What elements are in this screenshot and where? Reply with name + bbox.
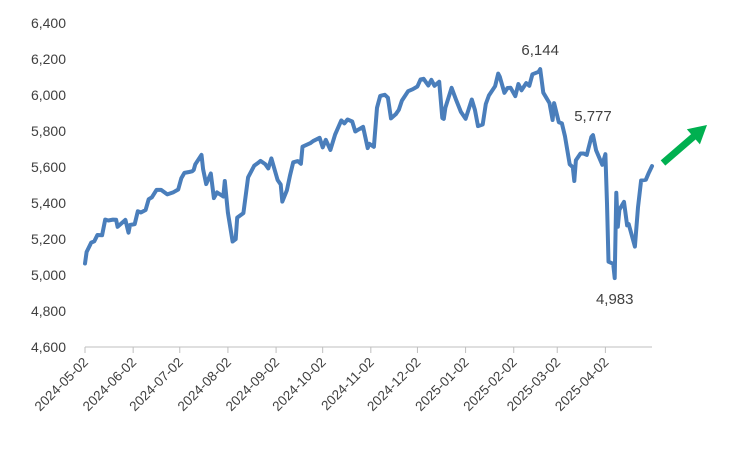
y-tick-label: 5,800 xyxy=(31,123,66,139)
annotation-label: 5,777 xyxy=(574,108,612,125)
y-axis-ticks: 4,600 4,800 5,000 5,200 5,400 5,600 5,800 6,000… xyxy=(31,15,66,355)
y-tick-label: 4,600 xyxy=(31,339,66,355)
y-tick-label: 5,600 xyxy=(31,159,66,175)
x-axis-ticks: 2024-05-022024-06-022024-07-022024-08-02… xyxy=(32,347,612,414)
y-tick-label: 5,400 xyxy=(31,195,66,211)
series-layer xyxy=(83,67,654,281)
y-tick-label: 6,400 xyxy=(31,15,66,31)
annotation-label: 4,983 xyxy=(596,291,634,308)
y-tick-label: 5,200 xyxy=(31,231,66,247)
y-tick-label: 6,000 xyxy=(31,87,66,103)
y-tick-label: 4,800 xyxy=(31,303,66,319)
y-tick-label: 5,000 xyxy=(31,267,66,283)
annotations: 6,144 5,777 4,983 xyxy=(521,42,633,308)
series-line xyxy=(83,67,654,281)
y-tick-label: 6,200 xyxy=(31,51,66,67)
arrow-layer xyxy=(660,125,707,166)
annotation-label: 6,144 xyxy=(521,42,559,59)
arrow-head xyxy=(686,125,707,145)
arrow-shaft xyxy=(660,133,697,166)
